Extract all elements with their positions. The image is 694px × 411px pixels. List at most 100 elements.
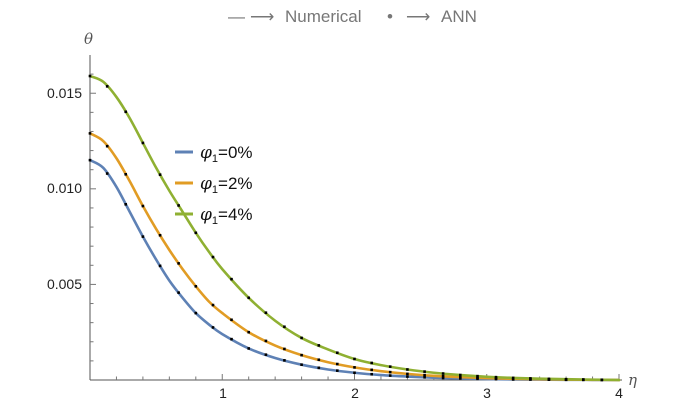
x-tick-label-1: 1 <box>219 385 227 401</box>
ann-marker <box>177 291 180 294</box>
legend-item-phi0: φ1=0% <box>175 143 253 165</box>
ann-marker <box>317 358 321 362</box>
ann-marker <box>317 344 321 347</box>
y-axis-label: θ <box>84 30 93 48</box>
ann-marker <box>476 376 479 380</box>
ann-marker <box>158 173 162 176</box>
x-tick-label-2: 2 <box>351 385 359 401</box>
ann-marker <box>406 372 409 376</box>
ann-marker <box>177 204 180 207</box>
ann-marker <box>141 141 145 145</box>
ann-marker <box>336 362 339 366</box>
x-tick-labels: 1 2 3 4 <box>219 385 623 401</box>
ann-marker <box>247 296 250 300</box>
ann-marker <box>264 339 268 343</box>
header-dot-symbol: • <box>387 7 393 26</box>
ann-marker <box>441 376 445 380</box>
y-tick-label-0005: 0.005 <box>47 276 82 292</box>
ann-marker <box>300 363 303 367</box>
legend-label-phi2: φ1=2% <box>200 174 253 196</box>
ann-marker <box>494 375 498 379</box>
ann-marker <box>353 366 356 369</box>
ann-marker <box>105 172 109 175</box>
ann-marker <box>230 277 233 281</box>
ann-marker <box>283 347 286 351</box>
ann-marker <box>230 318 233 322</box>
ann-marker <box>88 158 92 162</box>
ann-marker <box>388 365 392 368</box>
ann-marker <box>511 376 515 380</box>
ann-marker <box>194 311 198 315</box>
y-tick-label-0015: 0.015 <box>47 85 82 101</box>
ann-marker <box>105 85 109 88</box>
ann-marker <box>423 370 426 373</box>
ann-marker <box>158 233 162 237</box>
axes: η θ <box>84 30 637 389</box>
ann-marker <box>158 264 162 268</box>
ann-marker <box>283 359 286 362</box>
ann-marker <box>529 377 532 380</box>
ann-marker <box>88 132 92 135</box>
ann-marker <box>300 336 303 340</box>
ann-marker <box>406 375 409 378</box>
legend-item-phi4: φ1=4% <box>175 205 253 227</box>
ann-marker <box>141 235 145 238</box>
ann-marker <box>211 326 215 329</box>
ann-marker <box>211 255 215 259</box>
ann-marker <box>441 374 445 378</box>
ann-marker <box>388 370 392 374</box>
ann-marker <box>406 368 409 371</box>
ann-marker <box>600 378 604 382</box>
series-line-2 <box>88 74 621 382</box>
ann-marker <box>264 311 268 315</box>
ann-marker <box>264 353 268 356</box>
header-numerical-label: Numerical <box>285 7 362 26</box>
header-arrow-1: ⟶ <box>250 7 274 26</box>
ann-marker <box>283 325 286 329</box>
y-tick-labels: 0.005 0.010 0.015 <box>47 85 82 292</box>
ann-marker <box>423 376 426 379</box>
ann-marker <box>441 372 445 375</box>
ann-marker <box>124 110 128 114</box>
x-tick-label-3: 3 <box>483 385 491 401</box>
x-axis-label: η <box>628 371 637 389</box>
ticks <box>90 73 620 380</box>
legend: φ1=0% φ1=2% φ1=4% <box>175 143 253 227</box>
ann-marker <box>194 285 198 288</box>
chart-header: — ⟶ Numerical • ⟶ ANN <box>228 7 477 26</box>
ann-marker <box>88 74 92 78</box>
series-line-1 <box>88 132 621 382</box>
ann-marker <box>211 303 215 307</box>
ann-marker <box>124 203 128 206</box>
ann-marker <box>317 366 321 370</box>
ann-marker <box>547 377 551 381</box>
ann-marker <box>370 368 373 372</box>
ann-marker <box>353 371 356 375</box>
ann-marker <box>194 231 198 235</box>
legend-label-phi0: φ1=0% <box>200 143 253 165</box>
ann-marker <box>353 357 356 361</box>
legend-item-phi2: φ1=2% <box>175 174 253 196</box>
ann-marker <box>564 377 568 381</box>
ann-marker <box>370 372 373 376</box>
ann-marker <box>247 330 250 334</box>
ann-marker <box>230 337 233 341</box>
ann-marker <box>124 172 128 176</box>
ann-marker <box>459 373 462 377</box>
ann-marker <box>581 378 585 381</box>
ann-marker <box>336 369 339 372</box>
ann-marker <box>300 353 303 357</box>
header-dash-symbol: — <box>228 7 245 26</box>
ann-marker <box>336 351 339 355</box>
ann-marker <box>459 377 462 380</box>
series-markers <box>88 74 604 382</box>
ann-marker <box>476 374 479 378</box>
y-tick-label-0010: 0.010 <box>47 180 82 196</box>
ann-marker <box>105 144 109 148</box>
ann-marker <box>370 361 373 365</box>
ann-marker <box>141 204 145 208</box>
series-lines <box>88 74 621 382</box>
ann-marker <box>459 375 462 379</box>
ann-marker <box>423 373 426 377</box>
